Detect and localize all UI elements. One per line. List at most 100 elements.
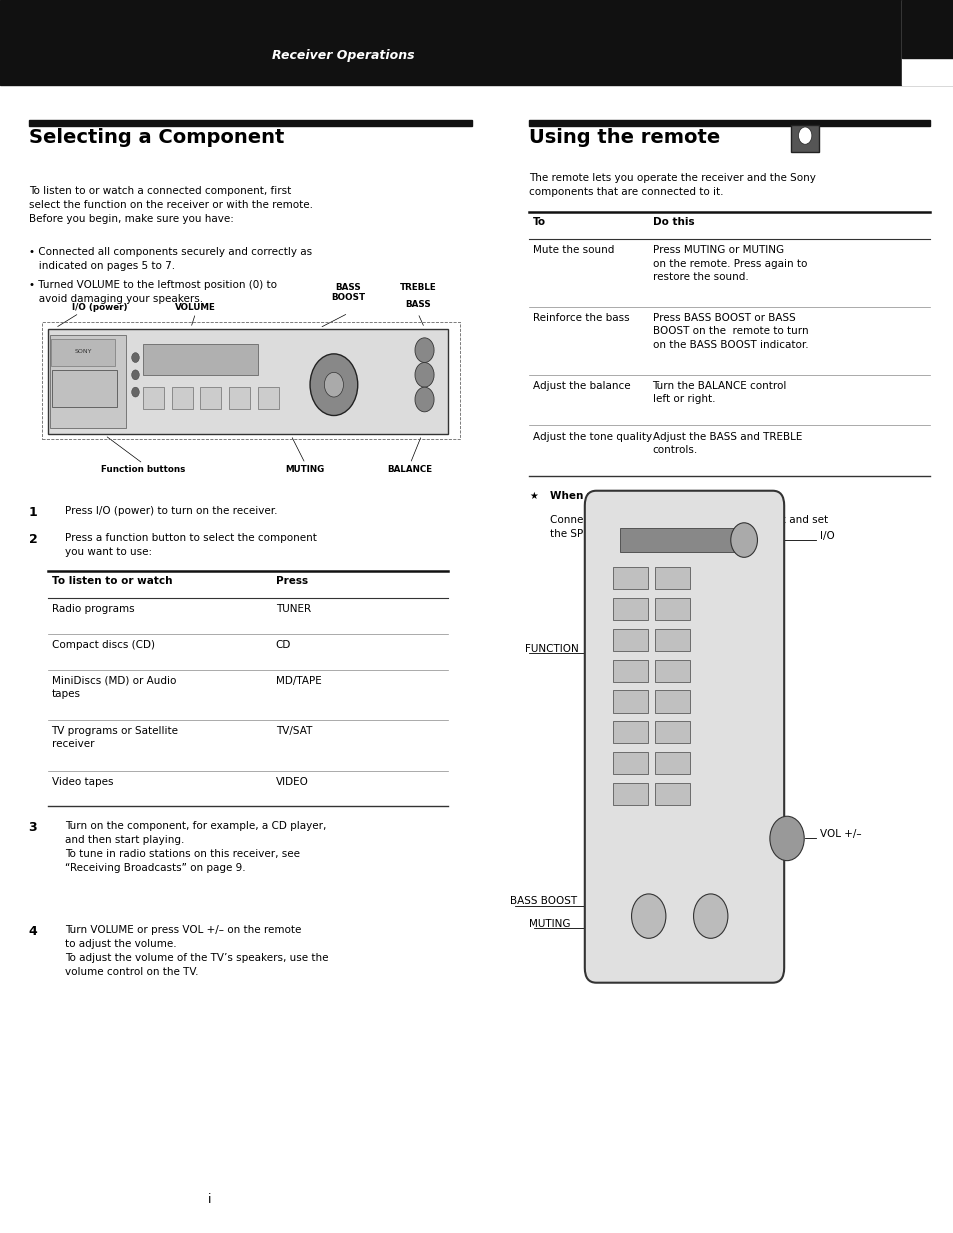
Text: 4: 4 bbox=[29, 925, 37, 938]
Text: Do this: Do this bbox=[652, 217, 694, 227]
Bar bbox=[901, 0, 953, 85]
Text: Press a function button to select the component
you want to use:: Press a function button to select the co… bbox=[65, 533, 316, 556]
Text: CD: CD bbox=[275, 640, 291, 650]
Text: Press MUTING or MUTING
on the remote. Press again to
restore the sound.: Press MUTING or MUTING on the remote. Pr… bbox=[652, 245, 806, 282]
Text: To listen to or watch a connected component, first
select the function on the re: To listen to or watch a connected compon… bbox=[29, 186, 313, 224]
Text: VIDEO: VIDEO bbox=[275, 777, 308, 787]
Text: FUNCTION: FUNCTION bbox=[524, 644, 578, 653]
Bar bbox=[619, 528, 748, 552]
Text: TV programs or Satellite
receiver: TV programs or Satellite receiver bbox=[51, 726, 178, 750]
Bar bbox=[51, 339, 115, 366]
Circle shape bbox=[730, 523, 757, 557]
Text: Radio programs: Radio programs bbox=[51, 604, 134, 614]
Circle shape bbox=[132, 370, 139, 380]
Text: Video tapes: Video tapes bbox=[51, 777, 112, 787]
Bar bbox=[29, 120, 472, 126]
Bar bbox=[143, 344, 257, 375]
Text: Compact discs (CD): Compact discs (CD) bbox=[51, 640, 154, 650]
Bar bbox=[655, 721, 689, 743]
Text: Turn the BALANCE control
left or right.: Turn the BALANCE control left or right. bbox=[652, 381, 786, 404]
Text: • Connected all components securely and correctly as
   indicated on pages 5 to : • Connected all components securely and … bbox=[29, 247, 312, 270]
Bar bbox=[200, 387, 221, 409]
Circle shape bbox=[415, 363, 434, 387]
Text: To: To bbox=[533, 217, 546, 227]
Circle shape bbox=[798, 127, 811, 144]
Text: Adjust the tone quality: Adjust the tone quality bbox=[533, 432, 652, 441]
Bar bbox=[257, 387, 278, 409]
Bar bbox=[0, 0, 953, 85]
Bar bbox=[172, 387, 193, 409]
Circle shape bbox=[631, 894, 665, 938]
Text: MD/TAPE: MD/TAPE bbox=[275, 676, 321, 686]
Bar bbox=[655, 690, 689, 713]
Bar bbox=[613, 598, 647, 620]
Bar bbox=[655, 660, 689, 682]
Bar bbox=[655, 752, 689, 774]
Circle shape bbox=[132, 387, 139, 397]
Text: BASS BOOST: BASS BOOST bbox=[510, 896, 577, 906]
Text: • Turned VOLUME to the leftmost position (0) to
   avoid damaging your speakers.: • Turned VOLUME to the leftmost position… bbox=[29, 280, 276, 303]
Bar bbox=[50, 335, 126, 428]
Text: Turn VOLUME or press VOL +/– on the remote
to adjust the volume.
To adjust the v: Turn VOLUME or press VOL +/– on the remo… bbox=[65, 925, 328, 977]
Text: I/O: I/O bbox=[820, 531, 834, 541]
Bar bbox=[257, 0, 886, 58]
Circle shape bbox=[415, 387, 434, 412]
Text: MiniDiscs (MD) or Audio
tapes: MiniDiscs (MD) or Audio tapes bbox=[51, 676, 175, 699]
Text: TREBLE: TREBLE bbox=[399, 284, 436, 292]
Bar bbox=[52, 370, 117, 407]
Text: Press: Press bbox=[275, 576, 308, 586]
Text: 2: 2 bbox=[29, 533, 37, 546]
Text: MUTING: MUTING bbox=[285, 465, 325, 473]
Bar bbox=[901, 0, 953, 58]
Text: The remote lets you operate the receiver and the Sony
components that are connec: The remote lets you operate the receiver… bbox=[529, 173, 816, 196]
Bar bbox=[613, 660, 647, 682]
Text: VOLUME: VOLUME bbox=[175, 303, 215, 312]
Text: Adjust the balance: Adjust the balance bbox=[533, 381, 630, 391]
Bar bbox=[613, 629, 647, 651]
Text: Press BASS BOOST or BASS
BOOST on the  remote to turn
on the BASS BOOST indicato: Press BASS BOOST or BASS BOOST on the re… bbox=[652, 313, 807, 350]
Text: 1: 1 bbox=[29, 506, 37, 519]
Bar bbox=[613, 690, 647, 713]
Bar bbox=[655, 567, 689, 589]
Text: Function buttons: Function buttons bbox=[101, 465, 185, 473]
Text: VOL +/–: VOL +/– bbox=[820, 829, 862, 838]
Text: MUTING: MUTING bbox=[529, 919, 571, 928]
Text: TUNER: TUNER bbox=[275, 604, 311, 614]
Text: Reinforce the bass: Reinforce the bass bbox=[533, 313, 629, 323]
FancyBboxPatch shape bbox=[584, 491, 783, 983]
Text: BASS
BOOST: BASS BOOST bbox=[331, 282, 365, 302]
Bar bbox=[655, 629, 689, 651]
Circle shape bbox=[324, 372, 343, 397]
Bar bbox=[613, 752, 647, 774]
Text: Using the remote: Using the remote bbox=[529, 128, 727, 147]
Text: Press I/O (power) to turn on the receiver.: Press I/O (power) to turn on the receive… bbox=[65, 506, 277, 515]
Text: BASS: BASS bbox=[405, 301, 430, 309]
Bar bbox=[42, 322, 459, 439]
Text: To listen to or watch: To listen to or watch bbox=[51, 576, 172, 586]
Text: Mute the sound: Mute the sound bbox=[533, 245, 614, 255]
Bar bbox=[229, 387, 250, 409]
Bar bbox=[143, 387, 164, 409]
Bar bbox=[613, 721, 647, 743]
Text: I/O (power): I/O (power) bbox=[71, 303, 127, 312]
Text: Selecting a Component: Selecting a Component bbox=[29, 128, 284, 147]
Text: SONY: SONY bbox=[74, 349, 91, 354]
Text: 3: 3 bbox=[29, 821, 37, 835]
Circle shape bbox=[415, 338, 434, 363]
Text: TV/SAT: TV/SAT bbox=[275, 726, 312, 736]
Bar bbox=[613, 783, 647, 805]
Bar bbox=[655, 598, 689, 620]
Bar bbox=[529, 120, 929, 126]
Text: Receiver Operations: Receiver Operations bbox=[272, 49, 415, 63]
Bar bbox=[655, 783, 689, 805]
Bar bbox=[48, 329, 448, 434]
Text: ★: ★ bbox=[529, 491, 537, 501]
Text: Connect the headphones to the PHONES jack and set
the SPEAKERS buttons to OFF.: Connect the headphones to the PHONES jac… bbox=[550, 515, 828, 539]
Text: Turn on the component, for example, a CD player,
and then start playing.
To tune: Turn on the component, for example, a CD… bbox=[65, 821, 326, 873]
Text: When you listen with headphones: When you listen with headphones bbox=[550, 491, 749, 501]
Circle shape bbox=[693, 894, 727, 938]
Text: BALANCE: BALANCE bbox=[387, 465, 433, 473]
Circle shape bbox=[769, 816, 803, 861]
Circle shape bbox=[310, 354, 357, 416]
Text: Adjust the BASS and TREBLE
controls.: Adjust the BASS and TREBLE controls. bbox=[652, 432, 801, 455]
